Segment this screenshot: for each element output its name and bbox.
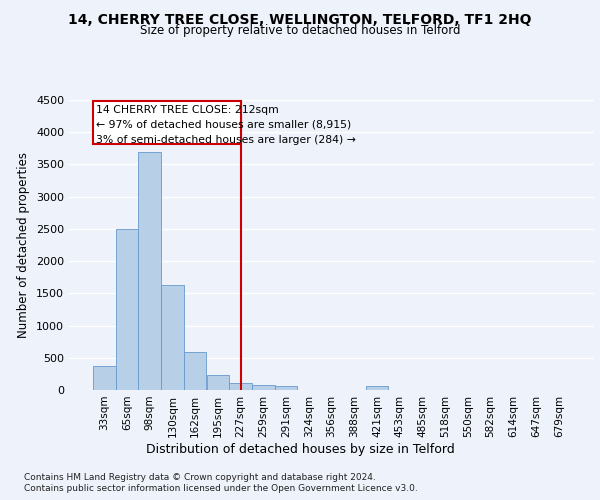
Text: Contains public sector information licensed under the Open Government Licence v3: Contains public sector information licen…: [24, 484, 418, 493]
Bar: [252, 385, 275, 390]
Bar: [229, 383, 252, 390]
Bar: [275, 386, 298, 390]
Text: Distribution of detached houses by size in Telford: Distribution of detached houses by size …: [146, 442, 454, 456]
Bar: [161, 286, 184, 390]
Bar: [116, 229, 139, 390]
Bar: [139, 152, 161, 390]
Y-axis label: Number of detached properties: Number of detached properties: [17, 152, 31, 338]
Bar: [206, 375, 229, 390]
Bar: [365, 386, 388, 390]
Text: 14, CHERRY TREE CLOSE, WELLINGTON, TELFORD, TF1 2HQ: 14, CHERRY TREE CLOSE, WELLINGTON, TELFO…: [68, 12, 532, 26]
Text: Size of property relative to detached houses in Telford: Size of property relative to detached ho…: [140, 24, 460, 37]
Text: 14 CHERRY TREE CLOSE: 212sqm
← 97% of detached houses are smaller (8,915)
3% of : 14 CHERRY TREE CLOSE: 212sqm ← 97% of de…: [96, 105, 356, 145]
Bar: [93, 102, 241, 144]
Text: Contains HM Land Registry data © Crown copyright and database right 2024.: Contains HM Land Registry data © Crown c…: [24, 472, 376, 482]
Bar: [93, 366, 116, 390]
Bar: [184, 352, 206, 390]
